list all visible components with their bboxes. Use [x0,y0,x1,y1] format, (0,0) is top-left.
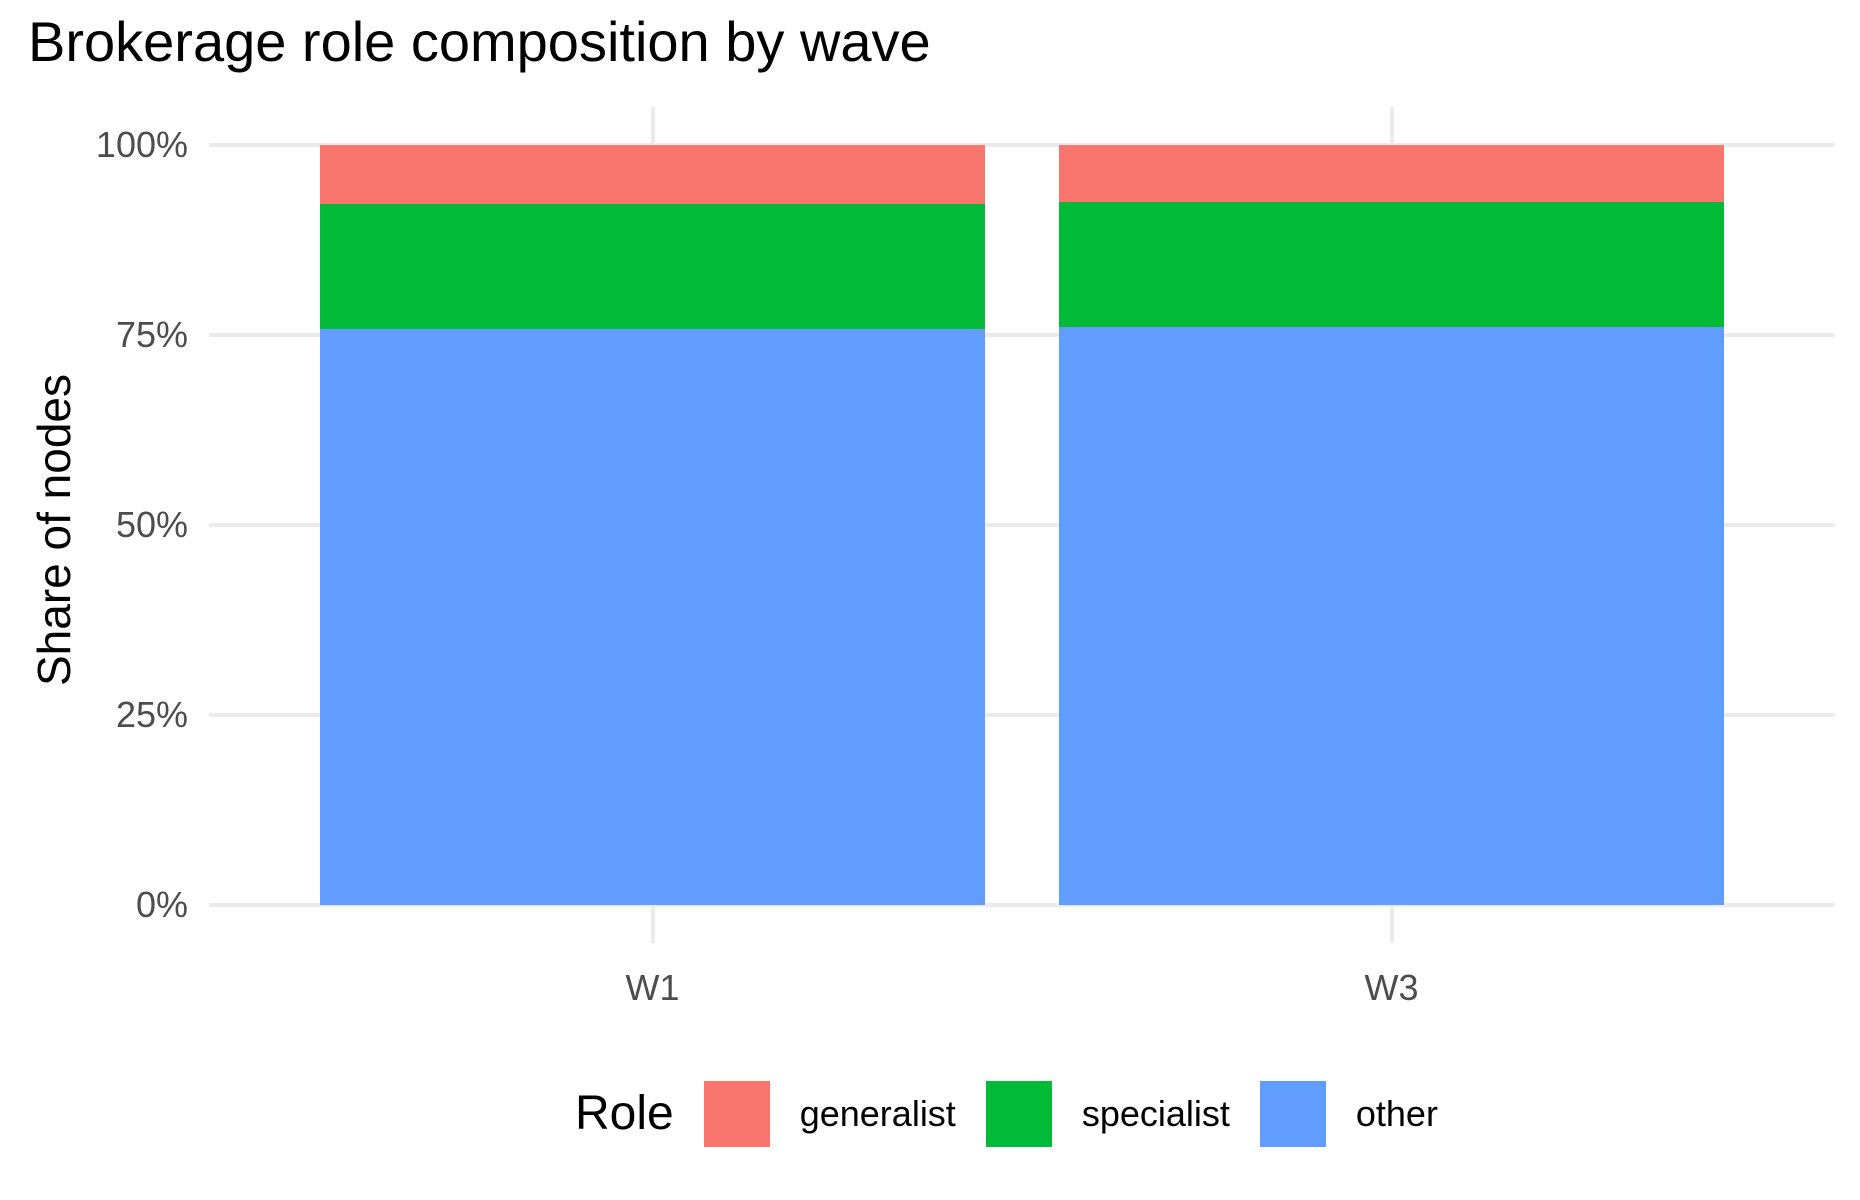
y-tick-label: 75% [115,314,188,355]
bar-segment-other [320,328,985,905]
gridline-horizontal [209,523,1835,527]
legend-key-other [1259,1081,1326,1147]
bar-segment-generalist [320,145,985,204]
legend: Role generalist specialist other [575,1081,1468,1147]
legend-key-generalist [703,1081,770,1147]
legend-key-specialist [985,1081,1052,1147]
y-axis-label: Share of nodes [28,373,80,687]
y-tick-label: 100% [95,124,188,165]
legend-label: generalist [799,1093,956,1134]
bar-segment-generalist [1059,145,1724,202]
bar-w1 [320,145,985,905]
y-tick-label: 50% [115,504,188,545]
bar-segment-specialist [320,203,985,329]
legend-label: other [1355,1093,1438,1134]
bar-segment-specialist [1059,202,1724,327]
gridline-horizontal [209,903,1835,907]
legend-title: Role [575,1087,674,1140]
plot-panel [209,107,1835,943]
legend-label: specialist [1081,1093,1230,1134]
x-tick-label: W1 [625,967,680,1008]
bar-segment-other [1059,326,1724,905]
chart-title: Brokerage role composition by wave [28,10,931,73]
gridline-horizontal [209,143,1835,147]
x-tick-label: W3 [1364,967,1419,1008]
gridline-horizontal [209,333,1835,337]
bar-w3 [1059,145,1724,905]
y-tick-label: 25% [115,694,188,735]
y-tick-label: 0% [135,884,188,925]
gridline-horizontal [209,713,1835,717]
